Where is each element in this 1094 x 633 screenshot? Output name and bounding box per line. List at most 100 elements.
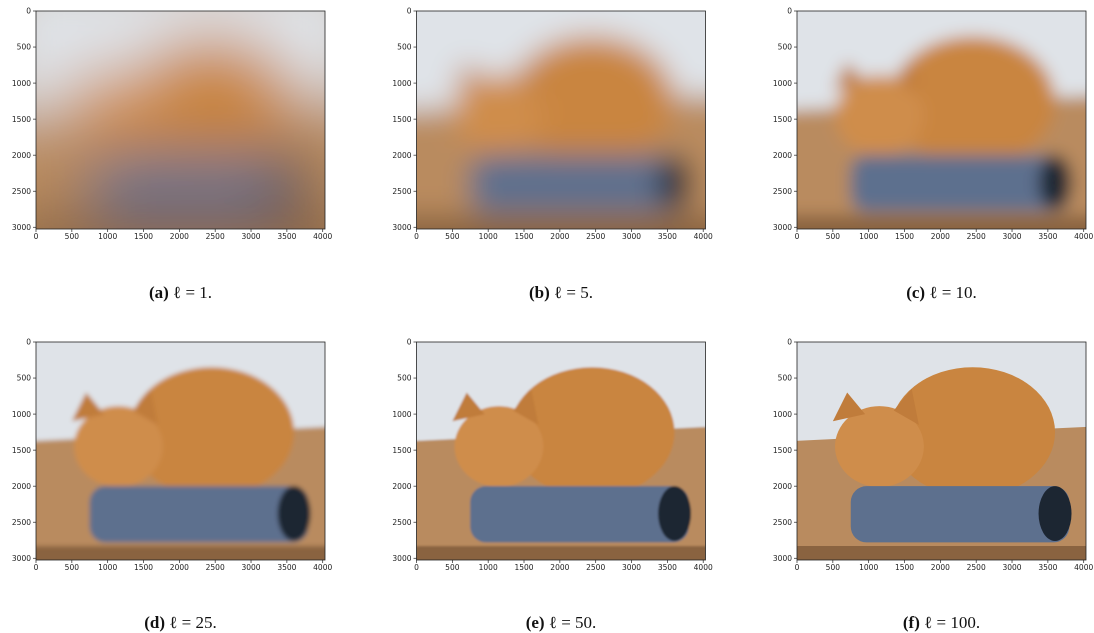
x-tick-label: 3000 [241,563,260,572]
y-tick-label: 2000 [12,482,31,491]
y-tick-label: 2000 [773,151,792,160]
panel-image [416,342,706,560]
x-tick-label: 2000 [931,232,950,241]
table-edge [36,546,325,560]
cat-ear [513,57,539,94]
caption-label: (e) [526,613,545,632]
x-tick-label: 1500 [895,563,914,572]
axes-frame [35,10,326,230]
x-tick-label: 3000 [1002,232,1021,241]
sleeve-opening [1038,486,1072,541]
x-tick-label: 0 [414,563,419,572]
y-tick-label: 1000 [773,79,792,88]
y-tick-label: 2500 [12,518,31,527]
x-tick-label: 1500 [514,563,533,572]
panel: 0 500 1000 1500 2000 2500 3000 3500 4000 0 500 1000… [773,7,1094,302]
cat-ear [452,61,485,91]
cat-head [73,406,163,487]
caption: (f) ℓ = 100. [903,613,980,632]
y-tick-label: 500 [397,374,412,383]
cat-ear [452,392,485,422]
y-tick-label: 1000 [12,79,31,88]
caption: (d) ℓ = 25. [144,613,217,632]
x-tick-label: 3500 [658,232,677,241]
x-tick-label: 2000 [170,563,189,572]
image-content [36,11,325,229]
panel-image [36,11,325,229]
y-tick-label: 2500 [392,187,411,196]
cat-ear [71,392,105,422]
y-tick-label: 1000 [773,410,792,419]
x-tick-label: 1000 [98,563,117,572]
y-tick-label: 0 [787,7,792,16]
y-tick-label: 2500 [773,518,792,527]
y-tick-label: 1000 [392,79,411,88]
x-tick-label: 2500 [206,232,225,241]
cat-head [454,406,544,487]
cat-ear [832,392,866,422]
cat-head [834,75,924,156]
cat-ear [893,388,919,425]
x-tick-label: 500 [826,563,841,572]
x-tick-label: 2500 [967,232,986,241]
sleeve-opening [658,486,692,541]
x-tick-label: 3000 [1002,563,1021,572]
x-tick-label: 1000 [98,232,117,241]
sleeve [89,486,309,543]
x-tick-label: 500 [826,232,841,241]
y-tick-label: 1000 [392,410,411,419]
cat-ear [132,57,158,94]
x-tick-label: 2000 [931,563,950,572]
cat-body [890,36,1056,166]
y-tick-label: 1000 [12,410,31,419]
sleeve-opening [277,486,311,541]
panel-image [36,342,325,560]
x-tick-label: 500 [445,232,460,241]
caption: (b) ℓ = 5. [529,283,593,302]
x-tick-label: 4000 [313,563,332,572]
cat-ear [71,61,105,91]
panel: 0 500 1000 1500 2000 2500 3000 3500 4000 0 500 1000… [773,338,1094,632]
y-tick-label: 500 [17,374,32,383]
y-tick-label: 1500 [392,115,411,124]
x-tick-label: 1500 [134,563,153,572]
axes-frame [35,341,326,561]
y-tick-label: 3000 [12,223,31,232]
caption-text: ℓ = 5. [554,283,593,302]
caption-text: ℓ = 50. [549,613,596,632]
x-tick-label: 4000 [694,563,713,572]
x-tick-label: 3000 [622,563,641,572]
cat-body [890,367,1056,497]
image-content [416,342,706,560]
y-tick-label: 1500 [392,446,411,455]
x-tick-label: 1000 [859,563,878,572]
x-tick-label: 3500 [1038,232,1057,241]
image-content [416,11,706,229]
caption-label: (d) [144,613,165,632]
x-tick-label: 1000 [479,563,498,572]
y-tick-label: 3000 [12,554,31,563]
table-edge [797,546,1086,560]
x-tick-label: 2500 [967,563,986,572]
panel-image [797,342,1086,560]
panel: 0 500 1000 1500 2000 2500 3000 3500 4000 0 500 1000… [392,338,713,632]
y-tick-label: 1500 [773,446,792,455]
x-tick-label: 3000 [241,232,260,241]
x-tick-label: 2000 [550,232,569,241]
y-tick-label: 3000 [392,223,411,232]
x-tick-label: 4000 [1074,232,1093,241]
sleeve-opening [658,155,692,210]
cat-ear [893,57,919,94]
y-tick-label: 3000 [773,223,792,232]
y-tick-label: 2000 [392,482,411,491]
axes-frame [416,10,706,230]
panel: 0 500 1000 1500 2000 2500 3000 3500 4000 0 500 1000… [12,338,333,632]
caption: (a) ℓ = 1. [149,283,212,302]
y-tick-label: 3000 [773,554,792,563]
cat-body [509,367,675,497]
caption-label: (f) [903,613,920,632]
x-tick-label: 0 [795,232,800,241]
x-tick-label: 3500 [277,232,296,241]
x-tick-label: 4000 [1074,563,1093,572]
x-tick-label: 3500 [277,563,296,572]
